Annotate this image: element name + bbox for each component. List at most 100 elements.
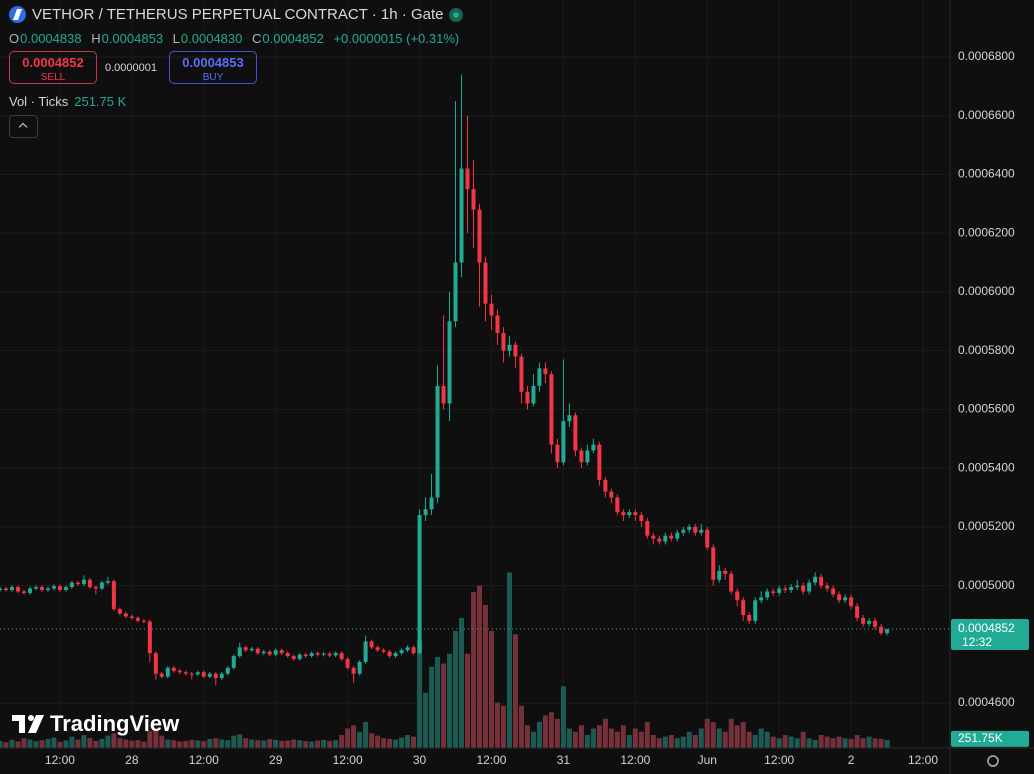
settings-icon[interactable]	[987, 755, 999, 767]
candle-body	[45, 588, 50, 591]
volume-bar	[147, 731, 153, 748]
volume-bar	[9, 739, 15, 748]
candle-body	[291, 656, 296, 660]
change: +0.0000015 (+0.31%)	[333, 31, 460, 46]
candle-body	[387, 651, 392, 657]
candle-body	[147, 621, 152, 654]
x-tick-label: 12:00	[333, 753, 363, 767]
candle-body	[51, 586, 56, 589]
volume-bar	[860, 738, 866, 748]
candle-body	[87, 579, 92, 588]
y-tick-label: 0.0006400	[958, 167, 1015, 181]
volume-bar	[117, 738, 123, 748]
candle-body	[741, 600, 746, 615]
candle-body	[747, 614, 752, 621]
volume-bar	[303, 741, 309, 748]
volume-bar	[770, 736, 776, 748]
candle-body	[549, 374, 554, 445]
volume-bar	[207, 738, 213, 748]
candle-body	[615, 497, 620, 513]
candle-body	[81, 579, 86, 585]
candle-body	[513, 344, 518, 357]
volume-bar	[806, 738, 812, 748]
x-tick-label: 12:00	[476, 753, 506, 767]
candle-body	[465, 168, 470, 190]
sell-button[interactable]: 0.0004852 SELL	[9, 51, 97, 84]
candle-body	[327, 653, 332, 656]
volume-bar	[393, 739, 399, 748]
candle-body	[27, 588, 32, 593]
candle-body	[393, 653, 398, 657]
volume-bar	[662, 736, 668, 748]
volume-bar	[848, 738, 854, 748]
candle-body	[417, 515, 422, 654]
y-tick-label: 0.0005000	[958, 578, 1015, 592]
candle-body	[309, 653, 314, 657]
candle-body	[495, 315, 500, 334]
candle-body	[249, 648, 254, 651]
candle-body	[663, 535, 668, 542]
candle-body	[471, 189, 476, 210]
volume-bar	[842, 738, 848, 748]
candle-body	[123, 613, 128, 617]
volume-bar	[716, 728, 722, 748]
candles	[0, 74, 890, 686]
candle-body	[201, 672, 206, 677]
volume-bar	[357, 731, 363, 748]
volume-bar	[710, 722, 716, 748]
volume-bar	[812, 739, 818, 748]
x-tick-label: 12:00	[189, 753, 219, 767]
volume-bar	[15, 741, 21, 748]
volume-bar	[309, 741, 315, 748]
volume-bar	[135, 740, 141, 748]
volume-bar	[99, 738, 105, 748]
volume-bar	[794, 738, 800, 748]
candle-body	[579, 450, 584, 463]
candle-body	[39, 587, 44, 591]
ohlc-row: O0.0004838 H0.0004853 L0.0004830 C0.0004…	[9, 31, 465, 46]
candle-body	[627, 512, 632, 516]
candle-body	[33, 587, 38, 589]
candle-body	[591, 444, 596, 451]
candle-body	[759, 597, 764, 601]
market-status[interactable]	[449, 7, 464, 22]
candle-body	[21, 591, 26, 593]
volume-bar	[578, 725, 584, 748]
candle-body	[789, 587, 794, 591]
volume-bar	[471, 592, 477, 748]
volume-bar	[626, 735, 632, 748]
y-tick-label: 0.0004600	[958, 695, 1015, 709]
volume-bar	[746, 731, 752, 748]
candle-body	[159, 673, 164, 677]
volume-tag	[951, 730, 1029, 747]
candle-body	[801, 585, 806, 592]
volume-bar	[3, 742, 9, 748]
volume-bar	[465, 653, 471, 748]
candle-body	[411, 647, 416, 654]
volume-bar	[854, 735, 860, 748]
ohlc-value: 0.0004830	[180, 31, 243, 46]
volume-bar	[291, 739, 297, 748]
volume-bar	[123, 739, 129, 748]
volume-bar	[153, 728, 159, 748]
candle-body	[819, 576, 824, 586]
candle-body	[57, 586, 62, 591]
candle-body	[441, 385, 446, 404]
volume-bar	[686, 731, 692, 748]
volume-bar	[614, 731, 620, 748]
logo: TradingView	[12, 711, 179, 737]
candle-body	[489, 303, 494, 316]
ohlc-key: C	[251, 31, 262, 46]
volume-bar	[441, 663, 447, 748]
volume-bar	[878, 738, 884, 748]
volume-bar	[782, 735, 788, 748]
candle-body	[837, 594, 842, 601]
y-tick-label: 0.0005800	[958, 343, 1015, 357]
candle-body	[129, 616, 134, 618]
volume-bar	[752, 735, 758, 748]
candle-body	[189, 673, 194, 675]
buy-button[interactable]: 0.0004853 BUY	[169, 51, 257, 84]
collapse-button[interactable]	[9, 115, 38, 138]
volume-bar	[542, 715, 548, 748]
